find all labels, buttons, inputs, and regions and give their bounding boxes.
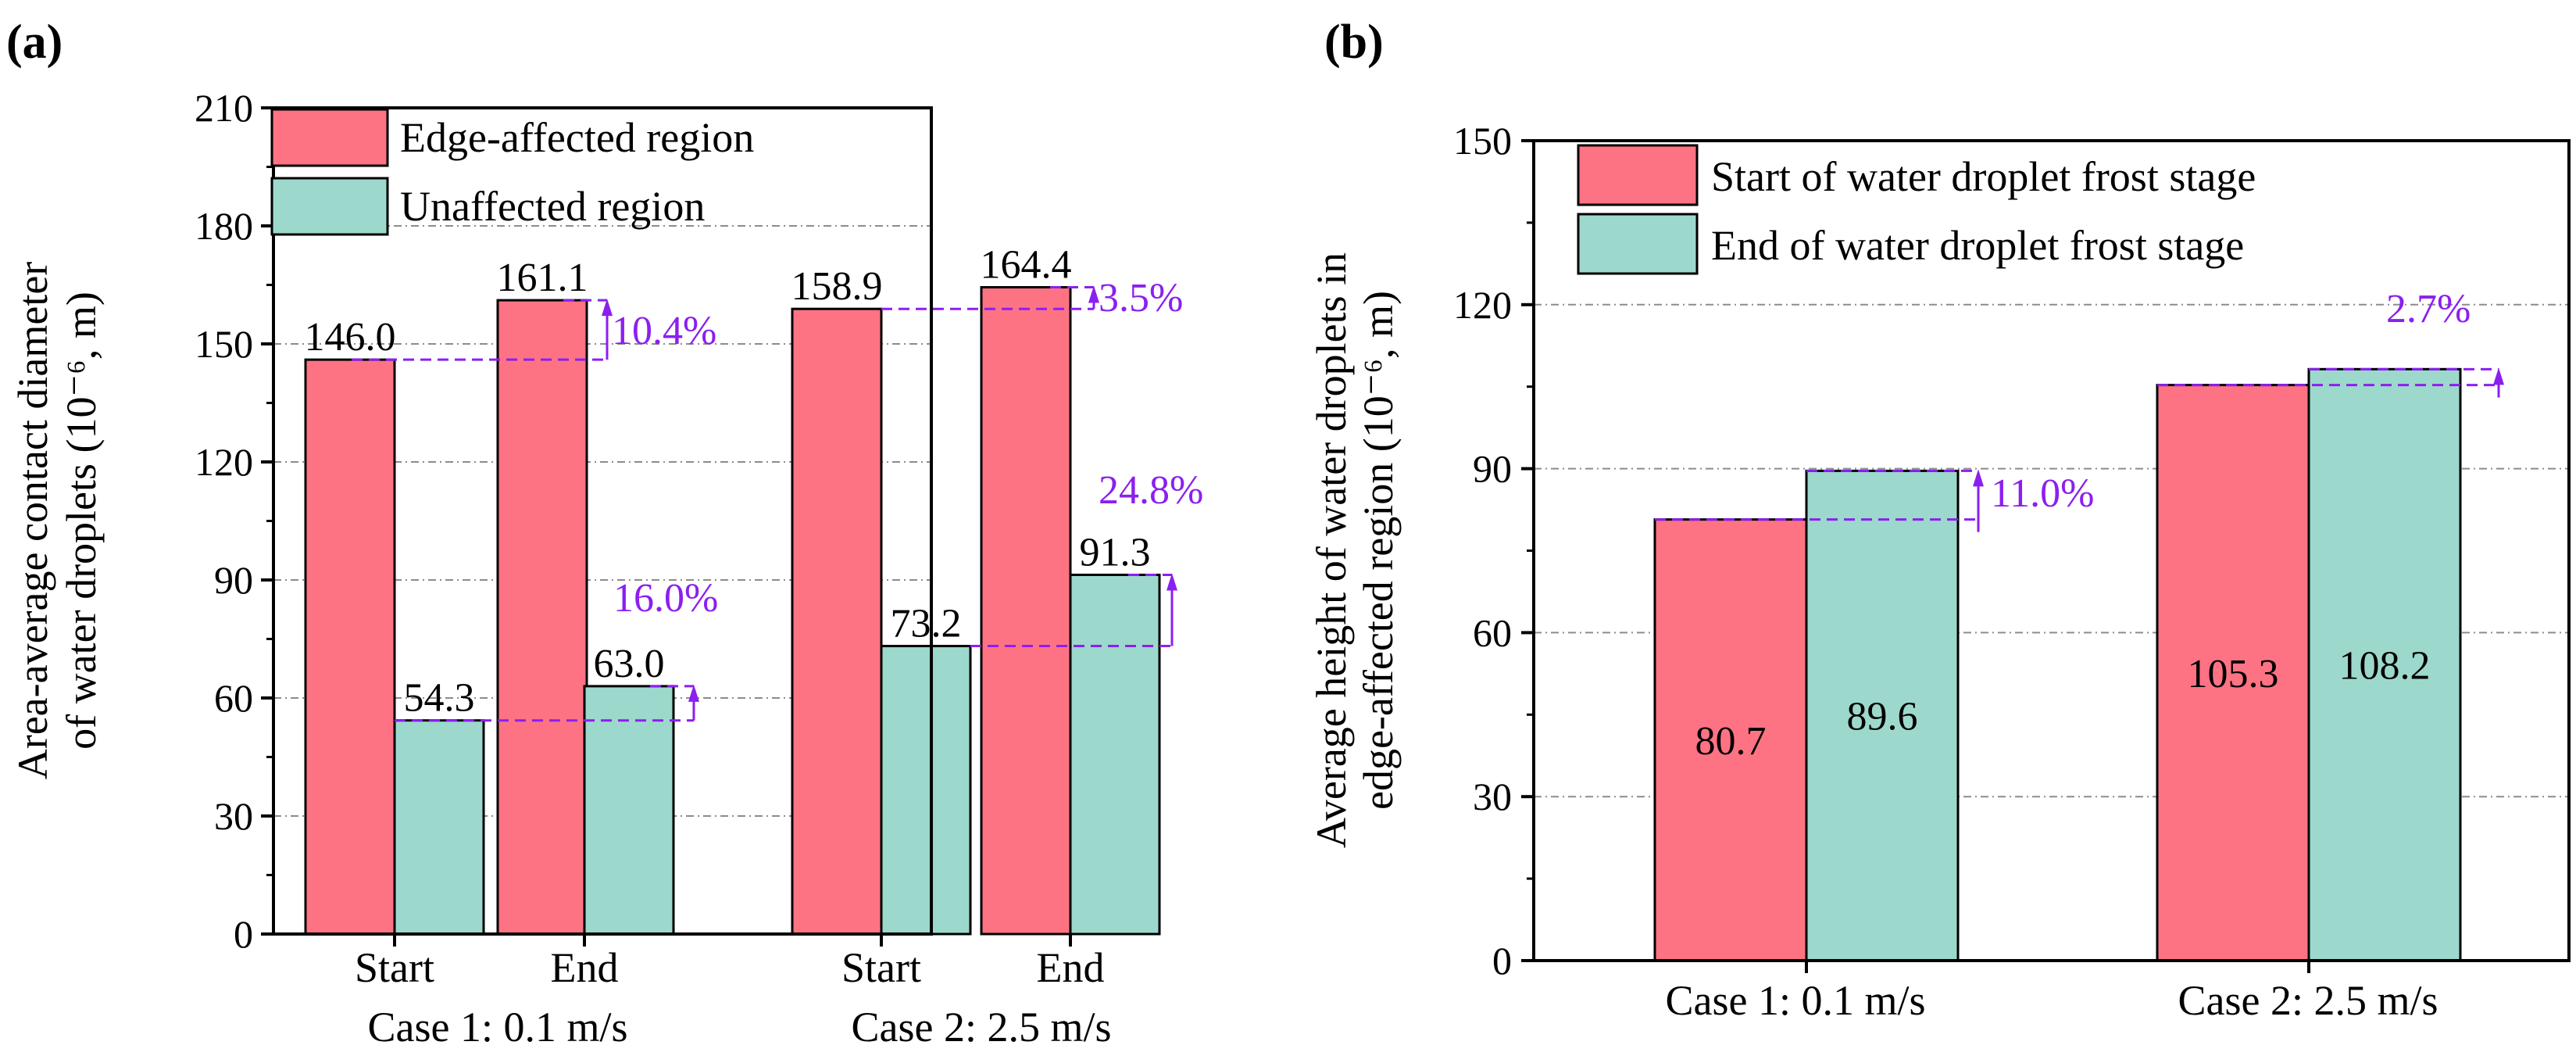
panel-a-bar-unaffected-label: 54.3 [404, 676, 475, 721]
panel-a-ytick-label: 0 [234, 912, 253, 956]
panel-a-legend-swatch-2 [270, 177, 389, 236]
panel-a-bar-edge [980, 286, 1072, 936]
panel-b-annotations: 11.0% 2.7% [1655, 287, 2504, 532]
panel-b-annotation-arrowhead [2493, 367, 2504, 385]
panel-b-bar-start [2156, 384, 2310, 962]
panel-b-ytick-label: 150 [1453, 119, 1512, 163]
panel-a-ytick-label: 60 [214, 676, 253, 720]
panel-b-bar-end [2307, 367, 2462, 962]
panel-b-annotation-arrowhead [1973, 469, 1984, 487]
panel-b-bar-start [1653, 518, 1808, 962]
panel-a-bar-edge-label: 164.4 [981, 243, 1072, 288]
panel-b-x-cat-2: Case 2: 2.5 m/s [2178, 977, 2438, 1024]
panel-b-bar-end-label: 89.6 [1847, 695, 1918, 739]
panel-a-xticks [393, 934, 1072, 947]
panel-a-legend-label-1: Edge-affected region [400, 114, 754, 161]
panel-b-bar-end [1805, 469, 1960, 962]
panel-a-ytick-label: 30 [214, 794, 253, 838]
panel-b-x-cat-1: Case 1: 0.1 m/s [1666, 977, 1926, 1024]
panel-a-bar-edge-label: 158.9 [791, 264, 883, 309]
panel-a-bar-edge-label: 161.1 [497, 256, 588, 300]
panel-a: (a) 146.0 161.1 158.9 164.4 54.3 63.0 73.2 91.3… [6, 16, 1203, 1050]
panel-b-legend-label-1: Start of water droplet frost stage [1711, 153, 2256, 200]
panel-a-bars: 146.0 161.1 158.9 164.4 54.3 63.0 73.2 91.3 [304, 243, 1161, 936]
panel-a-bar-edge [791, 307, 883, 936]
panel-a-annotation-label: 10.4% [612, 309, 716, 353]
panel-b-annotation-label: 11.0% [1991, 471, 2094, 516]
panel-a-bar-edge [304, 358, 396, 936]
panel-a-ytick-label: 210 [195, 86, 253, 130]
panel-a-group-1: Case 1: 0.1 m/s [368, 1004, 628, 1050]
panel-b-ytick-label: 120 [1453, 283, 1512, 327]
panel-a-x-cat-1: Start [355, 944, 434, 991]
panel-a-legend-label-2: Unaffected region [400, 183, 705, 230]
panel-a-group-2: Case 2: 2.5 m/s [852, 1004, 1112, 1050]
panel-b-ytick-label: 90 [1473, 447, 1512, 491]
panel-b-ytick-label: 0 [1492, 939, 1512, 982]
panel-b-legend-swatch-1 [1577, 144, 1699, 206]
panel-a-bar-unaffected [393, 719, 485, 936]
panel-b-ytick-label: 30 [1473, 775, 1512, 818]
panel-b-ylabel-line1: Average height of water droplets in [1308, 252, 1355, 848]
panel-a-ytick-label: 120 [195, 440, 253, 484]
panel-b-ytick-label: 60 [1473, 610, 1512, 654]
panel-a-annotation-arrowhead [1088, 285, 1099, 303]
panel-a-ytick-label: 90 [214, 558, 253, 602]
panel-a-annotation-arrowhead [1167, 573, 1177, 591]
panel-a-annotation-label: 24.8% [1099, 468, 1203, 513]
panel-b-ylabel-line2: edge-affected region (10⁻⁶, m) [1355, 291, 1402, 810]
panel-b-bar-start-label: 80.7 [1695, 719, 1767, 764]
panel-b-annotation-label: 2.7% [2386, 287, 2471, 331]
panel-a-annotation-label: 3.5% [1099, 276, 1183, 320]
panel-a-x-cat-4: End [1037, 944, 1105, 991]
panel-a-bar-unaffected-label: 63.0 [594, 642, 665, 686]
panel-a-annotation-arrowhead [688, 684, 699, 702]
panel-a-annotation-arrowhead [602, 299, 613, 317]
panel-a-ylabel-line1: Area-average contact diameter [9, 262, 56, 780]
panel-a-label: (a) [6, 16, 63, 69]
panel-a-bar-unaffected-label: 73.2 [891, 602, 962, 646]
panel-a-x-cat-2: End [551, 944, 619, 991]
panel-a-ytick-label: 180 [195, 204, 253, 248]
panel-a-annotation-label: 16.0% [613, 576, 718, 621]
panel-a-bar-edge-label: 146.0 [305, 315, 396, 360]
panel-b-bar-start-label: 105.3 [2188, 652, 2279, 696]
panel-b-yticks: 0 30 60 90 120 150 [1453, 119, 1534, 982]
panel-a-bar-unaffected [583, 685, 675, 936]
panel-a-bar-unaffected [880, 645, 972, 936]
panel-a-bar-edge [496, 299, 588, 936]
panel-a-bar-unaffected [1069, 573, 1161, 936]
panel-b-xticks [1805, 961, 2310, 973]
panel-a-annotations: 10.4% 16.0% 3.5% 24.8% [352, 276, 1203, 722]
panel-a-x-cat-3: Start [841, 944, 921, 991]
panel-b-label: (b) [1324, 16, 1384, 69]
panel-b-bars: 80.7 105.3 89.6 108.2 [1653, 367, 2462, 962]
panel-a-legend-swatch-1 [270, 108, 389, 167]
panel-a-bar-unaffected-label: 91.3 [1080, 530, 1151, 574]
panel-b-legend-label-2: End of water droplet frost stage [1711, 222, 2244, 269]
panel-a-yticks: 0 30 60 90 120 150 180 210 [195, 86, 273, 956]
panel-b: (b) 80.7 105.3 89.6 108.2 0 30 60 90 120 150 Ave… [1308, 16, 2571, 1024]
panel-a-ylabel-line2: of water droplets (10⁻⁶, m) [58, 292, 105, 750]
panel-a-ytick-label: 150 [195, 322, 253, 366]
panel-b-legend-swatch-2 [1577, 213, 1699, 275]
panel-b-bar-end-label: 108.2 [2339, 644, 2431, 689]
